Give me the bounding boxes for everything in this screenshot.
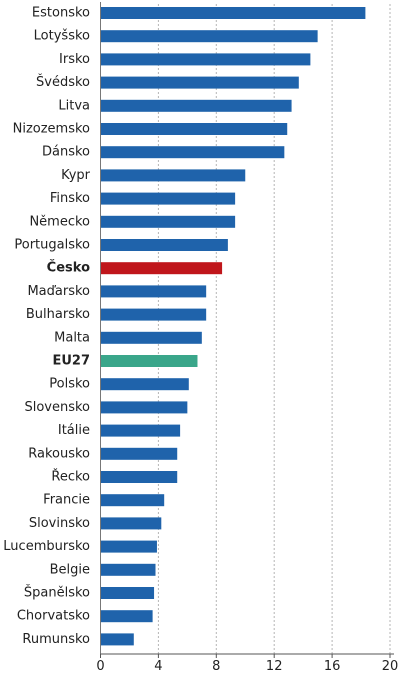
bar bbox=[101, 169, 246, 182]
bar bbox=[101, 610, 153, 623]
category-label: Dánsko bbox=[42, 145, 90, 160]
category-label: Irsko bbox=[59, 52, 90, 67]
bar bbox=[101, 401, 188, 414]
bar bbox=[101, 308, 207, 321]
category-label: Lucembursko bbox=[3, 539, 90, 554]
category-label: Slovensko bbox=[24, 400, 90, 415]
category-label: Litva bbox=[58, 98, 90, 113]
category-label: Estonsko bbox=[32, 6, 90, 21]
bar bbox=[101, 563, 156, 576]
bars bbox=[101, 7, 366, 646]
bar bbox=[101, 7, 366, 19]
x-tick-label: 8 bbox=[212, 659, 220, 673]
bar bbox=[101, 123, 288, 135]
category-label: Portugalsko bbox=[14, 238, 90, 253]
category-label: Řecko bbox=[51, 469, 90, 485]
bar bbox=[101, 239, 228, 251]
x-tick-label: 0 bbox=[96, 659, 104, 673]
category-label: Itálie bbox=[58, 423, 90, 438]
bar bbox=[101, 146, 285, 159]
category-label: Česko bbox=[47, 260, 90, 276]
bar bbox=[101, 424, 181, 437]
bar bbox=[101, 53, 311, 66]
bar bbox=[101, 587, 155, 599]
bar bbox=[101, 30, 318, 43]
category-label: Švédsko bbox=[36, 74, 90, 90]
category-label: Finsko bbox=[50, 191, 90, 206]
category-label: Kypr bbox=[61, 168, 91, 183]
x-tick-label: 4 bbox=[154, 659, 162, 673]
bar bbox=[101, 633, 134, 646]
x-axis-ticks: 0 4 8 12 16 20 bbox=[96, 654, 398, 673]
bar bbox=[101, 331, 202, 344]
category-label: Maďarsko bbox=[27, 284, 90, 299]
x-tick-label: 20 bbox=[382, 659, 399, 673]
category-label: Belgie bbox=[50, 562, 90, 577]
bar bbox=[101, 378, 189, 391]
category-label: Rakousko bbox=[28, 446, 90, 461]
bar bbox=[101, 99, 292, 112]
category-label: Lotyšsko bbox=[34, 29, 90, 44]
bar bbox=[101, 285, 207, 298]
category-label: Německo bbox=[29, 214, 90, 229]
bar bbox=[101, 215, 236, 228]
category-label: Malta bbox=[54, 330, 90, 345]
category-label: Polsko bbox=[49, 377, 90, 392]
bar bbox=[101, 517, 162, 530]
x-tick-label: 16 bbox=[324, 659, 341, 673]
bar bbox=[101, 447, 178, 460]
bar bbox=[101, 262, 223, 275]
category-label: Nizozemsko bbox=[13, 122, 90, 137]
bar bbox=[101, 355, 198, 367]
grid-lines bbox=[100, 2, 391, 654]
category-label: Francie bbox=[43, 493, 90, 508]
category-label: Chorvatsko bbox=[17, 609, 90, 624]
category-label: Španělsko bbox=[24, 585, 90, 601]
category-labels: Estonsko Lotyšsko Irsko Švédsko Litva Nizozem… bbox=[3, 6, 90, 647]
category-label: Rumunsko bbox=[22, 632, 90, 647]
bar bbox=[101, 540, 157, 553]
bar bbox=[101, 494, 165, 507]
category-label: EU27 bbox=[52, 354, 90, 369]
bar bbox=[101, 471, 178, 483]
x-tick-label: 12 bbox=[266, 659, 283, 673]
category-label: Slovinsko bbox=[29, 516, 90, 531]
category-label: Bulharsko bbox=[26, 307, 90, 322]
bar bbox=[101, 192, 236, 205]
bar bbox=[101, 76, 299, 89]
